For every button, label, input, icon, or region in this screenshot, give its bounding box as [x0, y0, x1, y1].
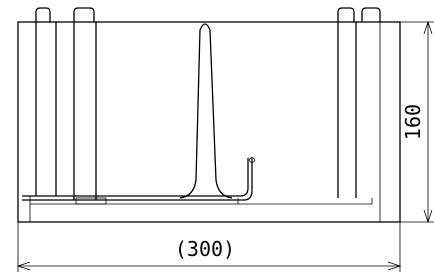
- height-label: 160: [401, 104, 425, 140]
- object-outline: [18, 8, 400, 222]
- dimension-height: 160: [400, 22, 434, 222]
- dimension-width: (300): [18, 222, 400, 272]
- drawing: (300) 160: [0, 0, 434, 277]
- width-label: (300): [175, 237, 235, 261]
